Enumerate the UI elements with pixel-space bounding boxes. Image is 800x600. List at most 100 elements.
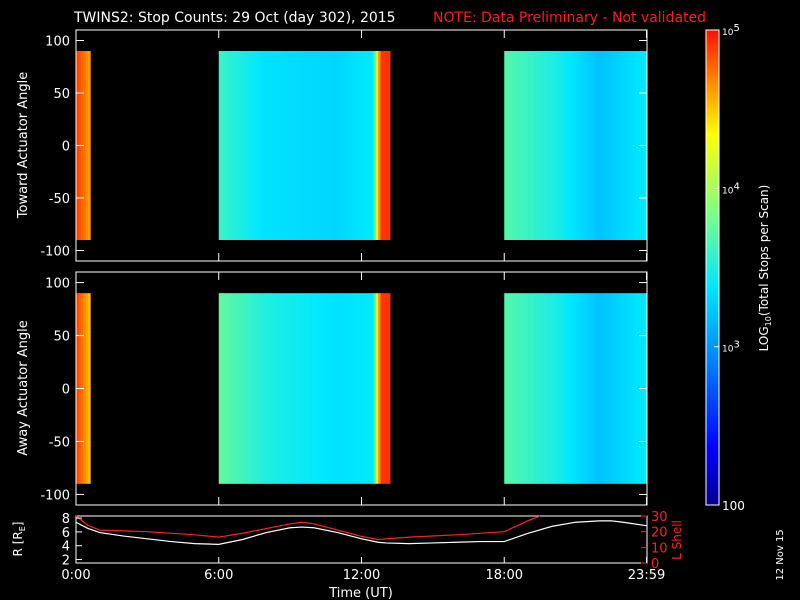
heatmap-cell	[563, 51, 567, 240]
time-tick-label: 12:00	[343, 568, 380, 583]
heatmap-cell	[578, 51, 581, 240]
heatmap-cell	[589, 293, 593, 484]
heatmap-cell	[373, 293, 377, 484]
heatmap-cell	[344, 51, 348, 240]
heatmap-cell	[347, 51, 350, 240]
heatmap-cell	[244, 51, 248, 240]
heatmap-cell	[297, 51, 301, 240]
heatmap-cell	[601, 293, 605, 484]
heatmap-cell	[516, 51, 519, 240]
heatmap-cell	[561, 51, 565, 240]
heatmap-cell	[337, 293, 341, 484]
heatmap-cell	[290, 51, 293, 240]
heatmap-cell	[256, 293, 260, 484]
heatmap-cell	[237, 51, 241, 240]
heatmap-cell	[599, 293, 603, 484]
heatmap-cell	[361, 293, 365, 484]
time-tick-label: 6:00	[204, 568, 233, 583]
heatmap-cell	[330, 51, 334, 240]
heatmap-cell	[582, 293, 586, 484]
y-tick-label: 100	[45, 277, 70, 292]
heatmap-cell	[259, 51, 262, 240]
heatmap-cell	[254, 293, 258, 484]
time-tick-label: 23:59	[628, 568, 665, 583]
heatmap-cell	[83, 51, 86, 240]
heatmap-cell	[342, 293, 346, 484]
y-tick-label: 50	[53, 330, 70, 345]
heatmap-cell	[618, 293, 622, 484]
heatmap-cell	[539, 293, 543, 484]
heatmap-cell	[594, 51, 598, 240]
heatmap-cell	[292, 293, 296, 484]
heatmap-cell	[273, 51, 277, 240]
heatmap-cell	[218, 51, 222, 240]
colorbar-ticks: 105 104 103 100	[714, 23, 745, 513]
heatmap-cell	[371, 51, 374, 240]
heatmap-cell	[551, 293, 555, 484]
heatmap-cell	[520, 51, 524, 240]
heatmap-cell	[340, 51, 343, 240]
heatmap-cell	[344, 293, 348, 484]
heatmap-cell	[635, 293, 638, 484]
heatmap-cell	[530, 293, 534, 484]
l-shell-tick-label: 0	[651, 557, 659, 572]
heatmap-cell	[278, 293, 282, 484]
heatmap-cell	[340, 293, 343, 484]
heatmap-cell	[235, 51, 239, 240]
heatmap-cell	[361, 51, 365, 240]
heatmap-cell	[332, 293, 336, 484]
heatmap-cell	[387, 51, 391, 240]
heatmap-cell	[530, 51, 534, 240]
heatmap-cell	[316, 51, 320, 240]
heatmap-cell	[627, 51, 631, 240]
y-tick-label: 0	[62, 383, 70, 398]
heatmap-cell	[351, 293, 355, 484]
heatmap-cell	[573, 51, 577, 240]
heatmap-cell	[249, 51, 253, 240]
generation-date: 12 Nov 15	[775, 529, 786, 580]
heatmap-cell	[273, 293, 277, 484]
heatmap-cell	[223, 51, 227, 240]
heatmap-cell	[532, 293, 536, 484]
heatmap-cell	[342, 51, 346, 240]
heatmap-cell	[585, 293, 588, 484]
heatmap-cell	[597, 293, 600, 484]
heatmap-cell	[316, 293, 320, 484]
colorbar-scale	[705, 29, 720, 506]
heatmap-cell	[604, 51, 607, 240]
heatmap-cell	[549, 293, 553, 484]
heatmap-cell	[373, 51, 377, 240]
away-y-label: Away Actuator Angle	[16, 320, 31, 455]
heatmap-cell	[589, 51, 593, 240]
r-series-line	[75, 520, 647, 545]
heatmap-cell	[325, 293, 329, 484]
heatmap-cell	[285, 51, 289, 240]
heatmap-cell	[547, 51, 550, 240]
heatmap-cell	[611, 51, 615, 240]
heatmap-cell	[558, 293, 562, 484]
heatmap-cell	[282, 293, 286, 484]
heatmap-cell	[247, 293, 251, 484]
heatmap-cell	[554, 293, 557, 484]
heatmap-cell	[261, 293, 265, 484]
heatmap-cell	[306, 51, 310, 240]
heatmap-cell	[225, 51, 229, 240]
heatmap-cell	[230, 293, 234, 484]
heatmap-cell	[254, 51, 258, 240]
heatmap-cell	[575, 293, 579, 484]
heatmap-cell	[299, 51, 303, 240]
heatmap-cell	[368, 51, 372, 240]
heatmap-cell	[580, 293, 584, 484]
heatmap-cell	[525, 293, 529, 484]
heatmap-cell	[287, 51, 291, 240]
heatmap-cell	[637, 293, 641, 484]
heatmap-cell	[511, 293, 515, 484]
r-tick-label: 6	[62, 526, 70, 541]
heatmap-cell	[282, 51, 286, 240]
colorbar-label: LOG10(Total Stops per Scan)	[757, 185, 773, 352]
heatmap-cell	[266, 51, 270, 240]
heatmap-cell	[263, 293, 267, 484]
heatmap-cell	[294, 51, 298, 240]
heatmap-cell	[635, 51, 638, 240]
